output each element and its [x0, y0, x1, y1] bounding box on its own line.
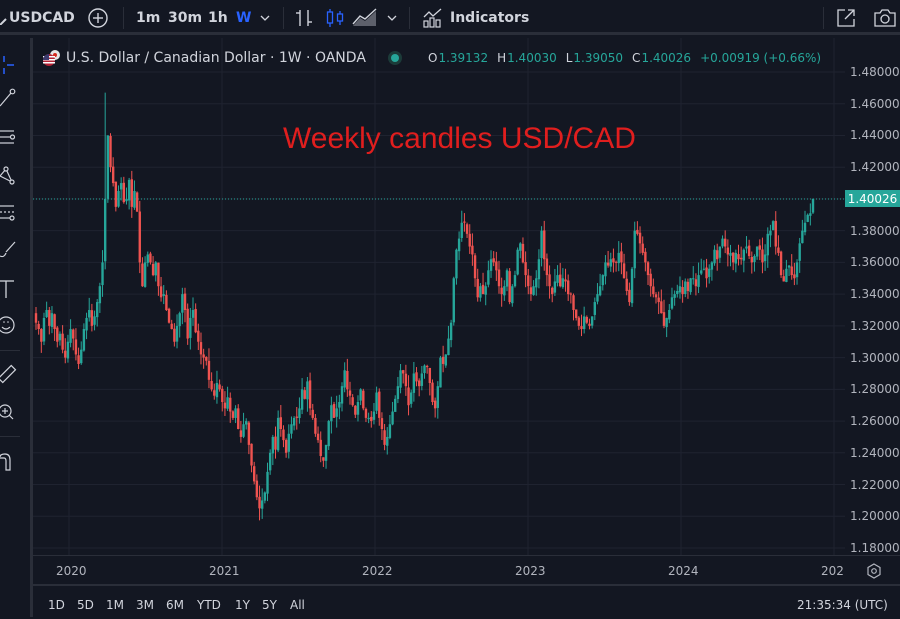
magnet-icon[interactable] [0, 452, 22, 474]
chevron-down-icon [260, 15, 270, 21]
price-label: 1.26000 [850, 414, 900, 429]
interval-1h[interactable]: 1h [208, 9, 228, 26]
chart-type-dropdown[interactable] [386, 0, 398, 35]
interval-30m[interactable]: 30m [168, 9, 203, 26]
area-chart-type-button[interactable] [352, 0, 378, 35]
chart-legend: U.S. Dollar / Canadian Dollar · 1W · OAN… [42, 48, 402, 68]
time-label: 202 [821, 564, 844, 578]
toolbar-divider [409, 7, 410, 29]
chart-grid [33, 38, 845, 555]
camera-icon [874, 8, 896, 27]
trend-line-icon[interactable] [0, 86, 22, 108]
price-label: 1.28000 [850, 382, 900, 397]
indicators-button[interactable]: Indicators [422, 0, 529, 35]
symbol-search-button[interactable]: USDCAD [0, 0, 75, 35]
price-label: 1.38000 [850, 223, 900, 238]
current-price-label: 1.40026 [845, 190, 900, 207]
price-label: 1.48000 [850, 65, 900, 79]
time-label: 2024 [668, 564, 699, 578]
annotation-text: Weekly candles USD/CAD [283, 122, 636, 155]
range-1m-button[interactable]: 1M [106, 598, 124, 612]
drawing-toolbar [0, 38, 33, 617]
range-5y-button[interactable]: 5Y [262, 598, 277, 612]
symbol-description: U.S. Dollar / Canadian Dollar · 1W · OAN… [66, 50, 366, 66]
price-label: 1.46000 [850, 96, 900, 111]
high-value: 1.40030 [507, 51, 557, 65]
pattern-icon[interactable] [0, 164, 22, 186]
price-label: 1.34000 [850, 287, 900, 302]
screenshot-button[interactable] [873, 0, 897, 35]
candlestick-series [34, 92, 815, 521]
toolbar-divider [123, 7, 124, 29]
price-chart-canvas[interactable] [33, 38, 900, 555]
range-ytd-button[interactable]: YTD [197, 598, 221, 612]
indicators-label: Indicators [450, 9, 530, 26]
top-toolbar: USDCAD 1m 30m 1h W Indicators [0, 0, 900, 35]
low-value: 1.39050 [573, 51, 624, 65]
brush-icon[interactable] [0, 238, 22, 260]
emoji-icon[interactable] [0, 314, 22, 336]
plus-circle-icon [88, 7, 108, 28]
price-label: 1.22000 [850, 477, 900, 492]
search-icon [0, 17, 7, 25]
chart-settings-icon[interactable] [866, 563, 882, 579]
toolbar-divider [0, 350, 20, 351]
open-value: 1.39132 [438, 51, 489, 65]
indicators-icon [423, 8, 442, 28]
fullscreen-icon [837, 8, 855, 27]
time-label: 2022 [362, 564, 393, 578]
zoom-in-icon[interactable] [0, 402, 22, 424]
horizontal-lines-icon[interactable] [0, 126, 22, 148]
range-3m-button[interactable]: 3M [136, 598, 154, 612]
market-status-indicator[interactable] [387, 51, 402, 65]
add-symbol-button[interactable] [87, 0, 109, 35]
price-label: 1.44000 [850, 128, 900, 143]
change-value: +0.00919 (+0.66%) [700, 51, 822, 65]
price-label: 1.18000 [850, 541, 900, 555]
market-open-dot-icon [390, 54, 399, 62]
interval-1m[interactable]: 1m [136, 9, 161, 26]
range-all-button[interactable]: All [290, 598, 305, 612]
candles-chart-type-button[interactable] [326, 0, 344, 35]
area-chart-icon [352, 7, 377, 26]
range-bar [33, 584, 900, 619]
interval-dropdown[interactable] [259, 0, 271, 35]
time-label: 2020 [56, 564, 87, 578]
time-label: 2021 [209, 564, 240, 578]
clock-timezone[interactable]: 21:35:34 (UTC) [797, 598, 888, 612]
text-icon[interactable] [0, 278, 22, 300]
range-1y-button[interactable]: 1Y [235, 598, 250, 612]
price-label: 1.24000 [850, 445, 900, 460]
price-label: 1.32000 [850, 318, 900, 333]
ruler-icon[interactable] [0, 364, 22, 386]
time-label: 2023 [515, 564, 546, 578]
fullscreen-button[interactable] [836, 0, 856, 35]
bar-chart-icon [296, 9, 312, 26]
toolbar-divider [0, 436, 20, 437]
chevron-down-icon [387, 15, 397, 21]
candles-icon [326, 8, 344, 27]
range-1d-button[interactable]: 1D [48, 598, 65, 612]
ohlc-values: O 1.39132 H 1.40030 L 1.39050 C 1.40026 +0.0… [428, 51, 822, 65]
price-label: 1.30000 [850, 350, 900, 365]
bar-chart-type-button[interactable] [295, 0, 313, 35]
us-ca-flag-icon [43, 50, 60, 66]
close-value: 1.40026 [641, 51, 692, 65]
toolbar-divider [283, 7, 284, 29]
symbol-label: USDCAD [9, 9, 75, 26]
toolbar-divider [823, 7, 824, 29]
price-label: 1.42000 [850, 160, 900, 175]
range-5d-button[interactable]: 5D [77, 598, 94, 612]
crosshair-icon[interactable] [0, 54, 22, 76]
interval-w-active[interactable]: W [236, 9, 252, 26]
time-axis[interactable] [33, 555, 900, 584]
fib-icon[interactable] [0, 202, 22, 224]
price-label: 1.36000 [850, 255, 900, 270]
price-label: 1.20000 [850, 509, 900, 524]
range-6m-button[interactable]: 6M [166, 598, 184, 612]
